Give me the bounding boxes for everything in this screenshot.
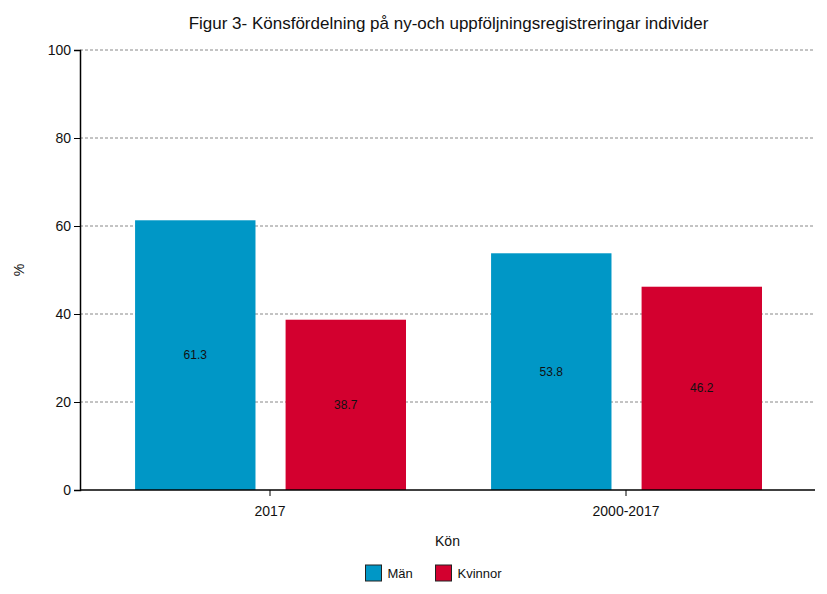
legend-label: Män [388,566,413,581]
bars [135,220,762,490]
y-tick-mark [74,226,80,227]
y-tick-mark [74,490,80,491]
y-tick: 40 [55,306,80,322]
chart: Figur 3- Könsfördelning på ny-och uppföl… [0,0,827,594]
y-tick-label: 0 [63,482,71,498]
legend-label: Kvinnor [458,566,503,581]
legend-swatch [366,565,382,581]
x-tick-mark [626,490,627,496]
x-axis-line [80,489,815,491]
y-tick-label: 100 [48,42,72,58]
bar [135,220,255,490]
y-tick-mark [74,314,80,315]
legend: Män Kvinnor [366,565,503,581]
y-tick: 60 [55,218,80,234]
y-axis: 0 20 40 60 80 100 [48,42,81,498]
y-tick-label: 80 [55,130,71,146]
data-label: 61.3 [184,348,208,362]
y-tick-label: 60 [55,218,71,234]
data-label: 53.8 [540,365,564,379]
x-tick: 2017 [254,490,285,519]
y-tick-mark [74,50,80,51]
bar [642,287,762,490]
y-tick-mark [74,402,80,403]
x-tick-label: 2000-2017 [593,503,660,519]
legend-item: Män [366,565,413,581]
y-axis-line [74,51,81,491]
grid-line [80,138,815,139]
y-tick-label: 20 [55,394,71,410]
bar [286,320,406,490]
x-tick-mark [270,490,271,496]
x-axis-title: Kön [435,533,460,549]
bar [491,253,611,490]
title: Figur 3- Könsfördelning på ny-och uppföl… [189,14,709,33]
x-tick: 2000-2017 [593,490,660,519]
legend-swatch [436,565,452,581]
y-tick-label: 40 [55,306,71,322]
y-axis-title: % [11,264,27,276]
x-axis: 2017 2000-2017 [80,490,815,519]
grid-line [80,50,815,51]
legend-item: Kvinnor [436,565,503,581]
data-labels: 61.3 53.8 38.7 46.2 [184,348,714,412]
data-label: 46.2 [690,381,714,395]
y-tick: 20 [55,394,80,410]
y-tick-mark [74,138,80,139]
x-tick-label: 2017 [254,503,285,519]
data-label: 38.7 [334,398,358,412]
y-tick: 0 [63,482,80,498]
y-tick: 80 [55,130,80,146]
y-tick: 100 [48,42,80,58]
